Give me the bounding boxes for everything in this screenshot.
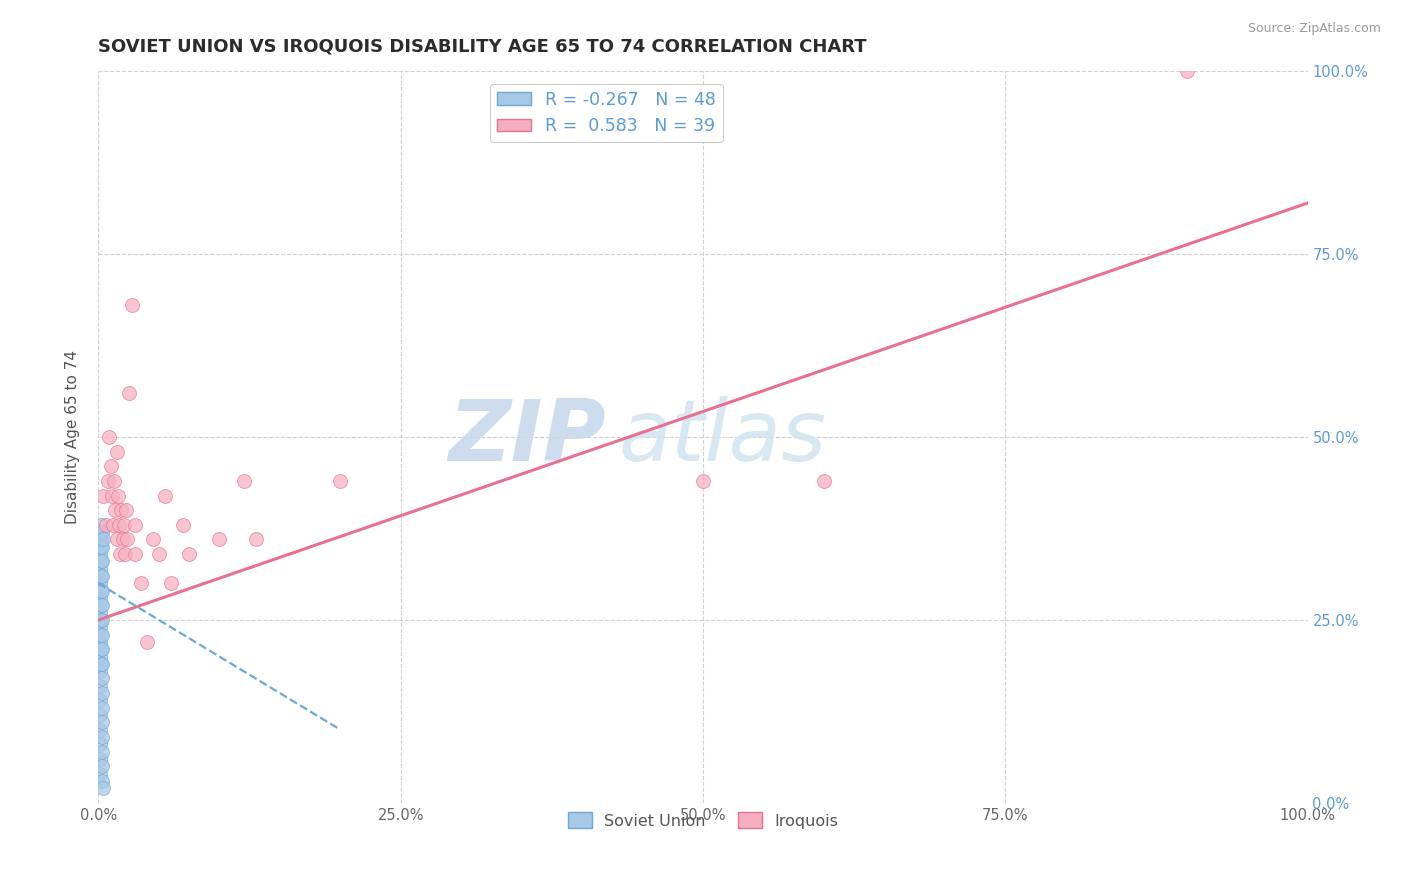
Point <box>91 730 114 744</box>
Y-axis label: Disability Age 65 to 74: Disability Age 65 to 74 <box>65 350 80 524</box>
Point <box>117 533 139 547</box>
Point <box>91 554 114 568</box>
Point <box>232 474 254 488</box>
Point <box>94 517 117 532</box>
Point <box>89 723 111 737</box>
Point <box>90 657 112 671</box>
Point <box>89 606 111 620</box>
Point <box>90 642 112 657</box>
Point <box>91 642 114 657</box>
Point <box>91 745 114 759</box>
Point <box>813 474 835 488</box>
Point <box>89 752 111 766</box>
Point <box>89 591 111 605</box>
Point <box>91 700 114 714</box>
Point <box>91 533 114 547</box>
Text: Source: ZipAtlas.com: Source: ZipAtlas.com <box>1247 22 1381 36</box>
Point <box>90 627 112 641</box>
Point <box>90 517 112 532</box>
Point <box>124 517 146 532</box>
Point <box>89 635 111 649</box>
Point <box>245 533 267 547</box>
Point <box>90 613 112 627</box>
Point <box>89 533 111 547</box>
Point <box>91 715 114 730</box>
Point <box>91 599 114 613</box>
Point <box>100 489 122 503</box>
Point <box>91 569 114 583</box>
Point <box>89 708 111 723</box>
Point <box>110 503 132 517</box>
Point <box>105 444 128 458</box>
Point <box>105 533 128 547</box>
Point <box>135 635 157 649</box>
Point <box>108 517 131 532</box>
Point <box>148 547 170 561</box>
Point <box>179 547 201 561</box>
Point <box>91 672 114 686</box>
Point <box>153 489 176 503</box>
Point <box>91 489 114 503</box>
Point <box>89 620 111 634</box>
Point <box>103 474 125 488</box>
Point <box>89 766 111 780</box>
Point <box>118 386 141 401</box>
Point <box>114 547 136 561</box>
Point <box>1175 64 1198 78</box>
Point <box>121 298 143 312</box>
Point <box>108 547 131 561</box>
Point <box>142 533 165 547</box>
Point <box>97 474 120 488</box>
Point <box>90 533 112 547</box>
Point <box>90 554 112 568</box>
Point <box>90 583 112 598</box>
Point <box>692 474 714 488</box>
Point <box>112 517 135 532</box>
Point <box>98 430 121 444</box>
Text: ZIP: ZIP <box>449 395 606 479</box>
Point <box>208 533 231 547</box>
Point <box>115 503 138 517</box>
Point <box>91 773 114 788</box>
Point <box>100 459 122 474</box>
Point <box>91 613 114 627</box>
Point <box>89 649 111 664</box>
Point <box>91 657 114 671</box>
Point <box>91 627 114 641</box>
Point <box>91 781 114 796</box>
Text: SOVIET UNION VS IROQUOIS DISABILITY AGE 65 TO 74 CORRELATION CHART: SOVIET UNION VS IROQUOIS DISABILITY AGE … <box>98 38 868 56</box>
Point <box>160 576 183 591</box>
Text: atlas: atlas <box>619 395 827 479</box>
Point <box>104 503 127 517</box>
Point <box>89 737 111 751</box>
Point <box>91 525 114 540</box>
Point <box>89 547 111 561</box>
Point <box>89 562 111 576</box>
Point <box>91 540 114 554</box>
Point <box>91 583 114 598</box>
Point <box>90 540 112 554</box>
Point <box>101 517 124 532</box>
Point <box>172 517 194 532</box>
Point <box>91 686 114 700</box>
Point <box>111 533 134 547</box>
Point <box>107 489 129 503</box>
Point <box>124 547 146 561</box>
Legend: Soviet Union, Iroquois: Soviet Union, Iroquois <box>561 805 845 835</box>
Point <box>90 569 112 583</box>
Point <box>89 679 111 693</box>
Point <box>89 576 111 591</box>
Point <box>91 759 114 773</box>
Point <box>329 474 352 488</box>
Point <box>129 576 152 591</box>
Point <box>89 693 111 707</box>
Point <box>90 599 112 613</box>
Point <box>89 664 111 678</box>
